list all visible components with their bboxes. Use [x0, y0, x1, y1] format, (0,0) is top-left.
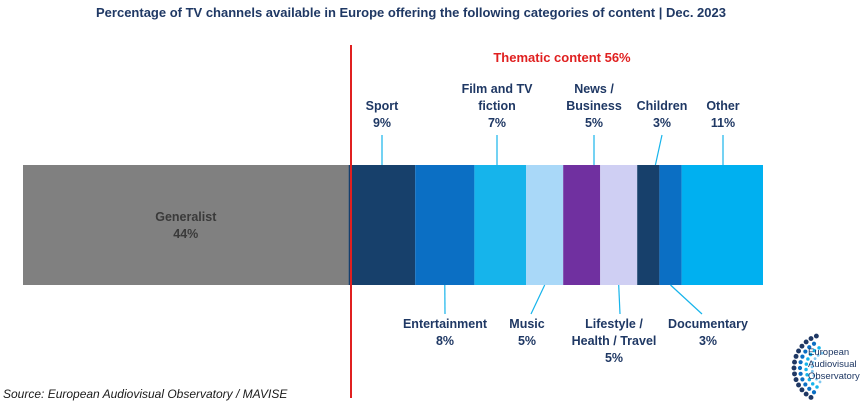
- value-label-children: 3%: [653, 116, 671, 130]
- logo-text-line-3: Observatory: [808, 371, 860, 382]
- category-label-documentary: Documentary: [668, 317, 748, 331]
- bar-segment-generalist: [23, 165, 349, 285]
- bar-segment-lifestyle-health-travel: [600, 165, 638, 285]
- logo-dot: [812, 348, 817, 353]
- logo-text-line-2: Audiovisual: [808, 359, 857, 370]
- value-label-other: 11%: [711, 116, 735, 130]
- category-label-children: Children: [637, 99, 688, 113]
- logo-dot: [796, 348, 802, 354]
- bar-segment-sport: [348, 165, 416, 285]
- bar-segment-other: [681, 165, 763, 285]
- bar-segment-film-and-tv-fiction: [474, 165, 527, 285]
- category-label-sport: Sport: [366, 99, 399, 113]
- logo-dot: [811, 390, 817, 395]
- logo-dot: [793, 377, 799, 383]
- leader-line-documentary: [670, 284, 703, 315]
- segment-labels: Generalist 44% Sport 9% Entertainment 8% Film …: [155, 82, 748, 365]
- logo-dot: [811, 341, 817, 346]
- leader-lines: [381, 134, 724, 315]
- logo-dot: [804, 367, 808, 372]
- logo-dots-icon: [791, 333, 824, 400]
- value-label-film-and-tv-fiction: 7%: [488, 116, 506, 130]
- leader-line-children: [654, 134, 663, 166]
- bar-segment-news-business: [563, 165, 601, 285]
- bar-segment-entertainment: [415, 165, 475, 285]
- logo-dot: [808, 352, 813, 357]
- observatory-logo: European Audiovisual Observatory: [791, 333, 860, 400]
- logo-dot: [817, 346, 821, 350]
- logo-dot: [807, 377, 812, 382]
- logo-dot: [810, 369, 814, 373]
- value-label-generalist: 44%: [173, 227, 198, 241]
- category-label-news-business: News /: [574, 82, 614, 96]
- logo-dot: [808, 394, 814, 400]
- category-label-other: Other: [706, 99, 739, 113]
- logo-dot: [800, 354, 805, 359]
- logo-dot: [807, 386, 812, 391]
- logo-dot: [815, 385, 819, 389]
- value-label-news-business: 5%: [585, 116, 603, 130]
- logo-dot: [803, 391, 809, 397]
- logo-dot: [796, 382, 802, 388]
- value-label-lifestyle-health-travel: 5%: [605, 351, 623, 365]
- category-label-music: Music: [509, 317, 544, 331]
- value-label-music: 5%: [518, 334, 536, 348]
- value-label-documentary: 3%: [699, 334, 717, 348]
- logo-dot: [793, 353, 799, 359]
- logo-dot: [800, 377, 805, 382]
- category-label-lifestyle-health-travel: Lifestyle /: [585, 317, 643, 331]
- thematic-annotation: Thematic content 56%: [493, 50, 631, 65]
- logo-dot: [810, 365, 814, 369]
- logo-dot: [812, 374, 816, 377]
- logo-dot: [792, 359, 797, 365]
- logo-dot: [804, 362, 809, 366]
- logo-dot: [798, 360, 803, 365]
- source-note: Source: European Audiovisual Observatory…: [3, 387, 288, 401]
- logo-dot: [791, 365, 797, 371]
- category-label-news-business: Business: [566, 99, 622, 113]
- logo-dot: [813, 357, 817, 360]
- leader-line-music: [530, 284, 546, 315]
- logo-dot: [820, 351, 824, 355]
- logo-dot: [808, 336, 814, 342]
- logo-dot: [818, 380, 822, 384]
- logo-dot: [797, 365, 803, 371]
- logo-dot: [799, 343, 805, 349]
- logo-text-line-1: European: [808, 347, 849, 358]
- category-label-film-and-tv-fiction: Film and TV: [462, 82, 534, 96]
- logo-dot: [792, 371, 797, 377]
- logo-dot: [816, 353, 820, 357]
- logo-dot: [807, 345, 812, 350]
- logo-dot: [810, 382, 815, 386]
- logo-dot: [815, 377, 818, 381]
- logo-dot: [806, 357, 810, 361]
- category-label-generalist: Generalist: [155, 210, 217, 224]
- logo-dot: [805, 373, 809, 377]
- chart-title: Percentage of TV channels available in E…: [96, 5, 726, 20]
- category-label-lifestyle-health-travel: Health / Travel: [572, 334, 657, 348]
- logo-dot: [811, 361, 815, 364]
- value-label-sport: 9%: [373, 116, 391, 130]
- category-label-film-and-tv-fiction: fiction: [478, 99, 516, 113]
- logo-dot: [803, 382, 808, 387]
- logo-dot: [799, 387, 805, 393]
- logo-dot: [798, 371, 803, 376]
- value-label-entertainment: 8%: [436, 334, 454, 348]
- bar-segment-music: [526, 165, 564, 285]
- bar-segment-documentary: [659, 165, 682, 285]
- logo-dot: [813, 333, 819, 339]
- bar-segment-children: [637, 165, 660, 285]
- bar-segments: [23, 165, 763, 285]
- category-label-entertainment: Entertainment: [403, 317, 488, 331]
- logo-dot: [803, 349, 808, 354]
- logo-dot: [803, 339, 809, 345]
- leader-line-lifestyle-health-travel: [618, 284, 621, 315]
